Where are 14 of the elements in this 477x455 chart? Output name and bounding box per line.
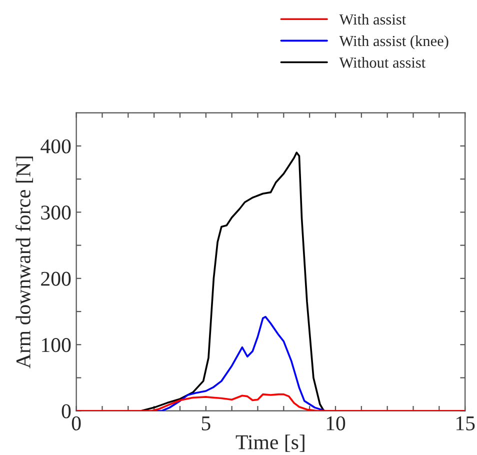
x-tick-label: 5 <box>202 416 210 430</box>
y-tick-label: 400 <box>40 139 71 154</box>
x-tick-label: 10 <box>326 416 346 430</box>
legend-label: Without assist <box>339 57 426 68</box>
y-tick-label: 300 <box>41 206 71 220</box>
y-axis-title: Arm downward force [N] <box>16 156 34 368</box>
x-tick-label: 0 <box>72 416 81 430</box>
y-tick-label: 200 <box>41 272 71 286</box>
x-tick-label: 15 <box>456 416 475 430</box>
legend-label: With assist (knee) <box>339 35 448 50</box>
legend-label: With assist <box>339 14 406 25</box>
y-tick-label: 100 <box>42 338 71 352</box>
x-axis-title: Time [s] <box>236 434 304 452</box>
y-tick-label: 0 <box>62 404 71 418</box>
